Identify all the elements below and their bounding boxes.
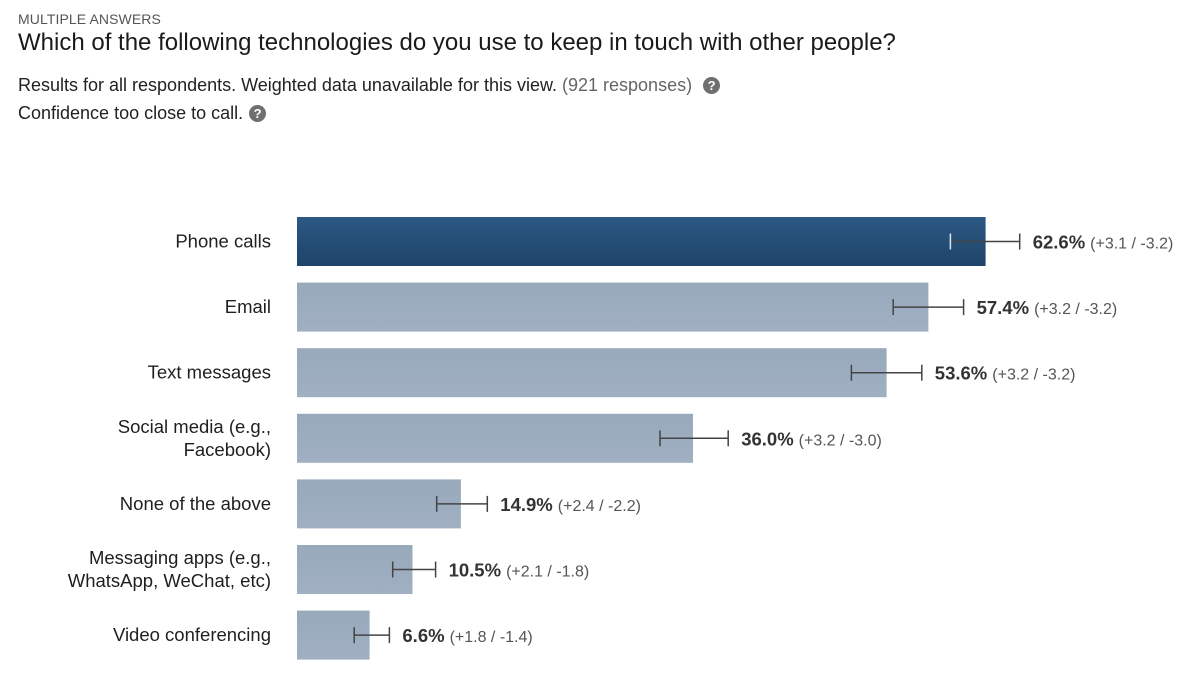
bar[interactable] (297, 348, 887, 398)
confidence-summary: Confidence too close to call.? (18, 103, 267, 124)
bar-row[interactable]: Text messages 53.6% (+3.2 / -3.2) (148, 348, 1076, 398)
bar-row[interactable]: Social media (e.g., Facebook) 36.0% (+3.2 /… (118, 413, 882, 463)
error-bar (892, 299, 965, 316)
error-bar (353, 627, 391, 644)
question-type-label: MULTIPLE ANSWERS (18, 11, 161, 27)
results-summary: Results for all respondents. Weighted da… (18, 75, 721, 96)
value-label: 53.6% (+3.2 / -3.2) (935, 363, 1076, 384)
category-label: Text messages (148, 362, 271, 383)
value-label: 62.6% (+3.1 / -3.2) (1033, 232, 1174, 253)
bar-row[interactable]: None of the above 14.9% (+2.4 / -2.2) (120, 479, 641, 529)
results-text: Results for all respondents. Weighted da… (18, 75, 557, 95)
category-label: Email (225, 296, 271, 317)
value-label: 14.9% (+2.4 / -2.2) (500, 494, 641, 515)
confidence-help-icon[interactable]: ? (249, 105, 267, 122)
bar[interactable] (297, 413, 693, 463)
bar-row[interactable]: Video conferencing 6.6% (+1.8 / -1.4) (113, 610, 533, 660)
category-label: Video conferencing (113, 624, 271, 645)
confidence-text: Confidence too close to call. (18, 103, 244, 123)
category-label: None of the above (120, 493, 271, 514)
category-label: Phone calls (175, 231, 271, 252)
bar[interactable] (297, 217, 986, 266)
bar[interactable] (297, 479, 461, 529)
question-title: Which of the following technologies do y… (18, 29, 896, 56)
bar-row[interactable]: Phone calls 62.6% (+3.1 / -3.2) (175, 217, 1173, 266)
responses-count: (921 responses) (562, 75, 693, 95)
bar[interactable] (297, 282, 929, 332)
bar-row[interactable]: Email 57.4% (+3.2 / -3.2) (225, 282, 1118, 332)
error-bar (949, 233, 1021, 250)
error-bar (850, 364, 923, 381)
category-label: Social media (e.g., Facebook) (118, 416, 271, 460)
error-bar (391, 561, 437, 578)
value-label: 57.4% (+3.2 / -3.2) (977, 297, 1118, 318)
bar-row[interactable]: Messaging apps (e.g., WhatsApp, WeChat, e… (68, 545, 589, 594)
category-label: Messaging apps (e.g., WhatsApp, WeChat, e… (68, 547, 271, 591)
value-label: 10.5% (+2.1 / -1.8) (449, 560, 590, 581)
error-bar (435, 495, 489, 512)
results-help-icon[interactable]: ? (703, 77, 721, 94)
value-label: 36.0% (+3.2 / -3.0) (741, 428, 882, 449)
value-label: 6.6% (+1.8 / -1.4) (402, 625, 532, 646)
error-bar (659, 430, 729, 447)
